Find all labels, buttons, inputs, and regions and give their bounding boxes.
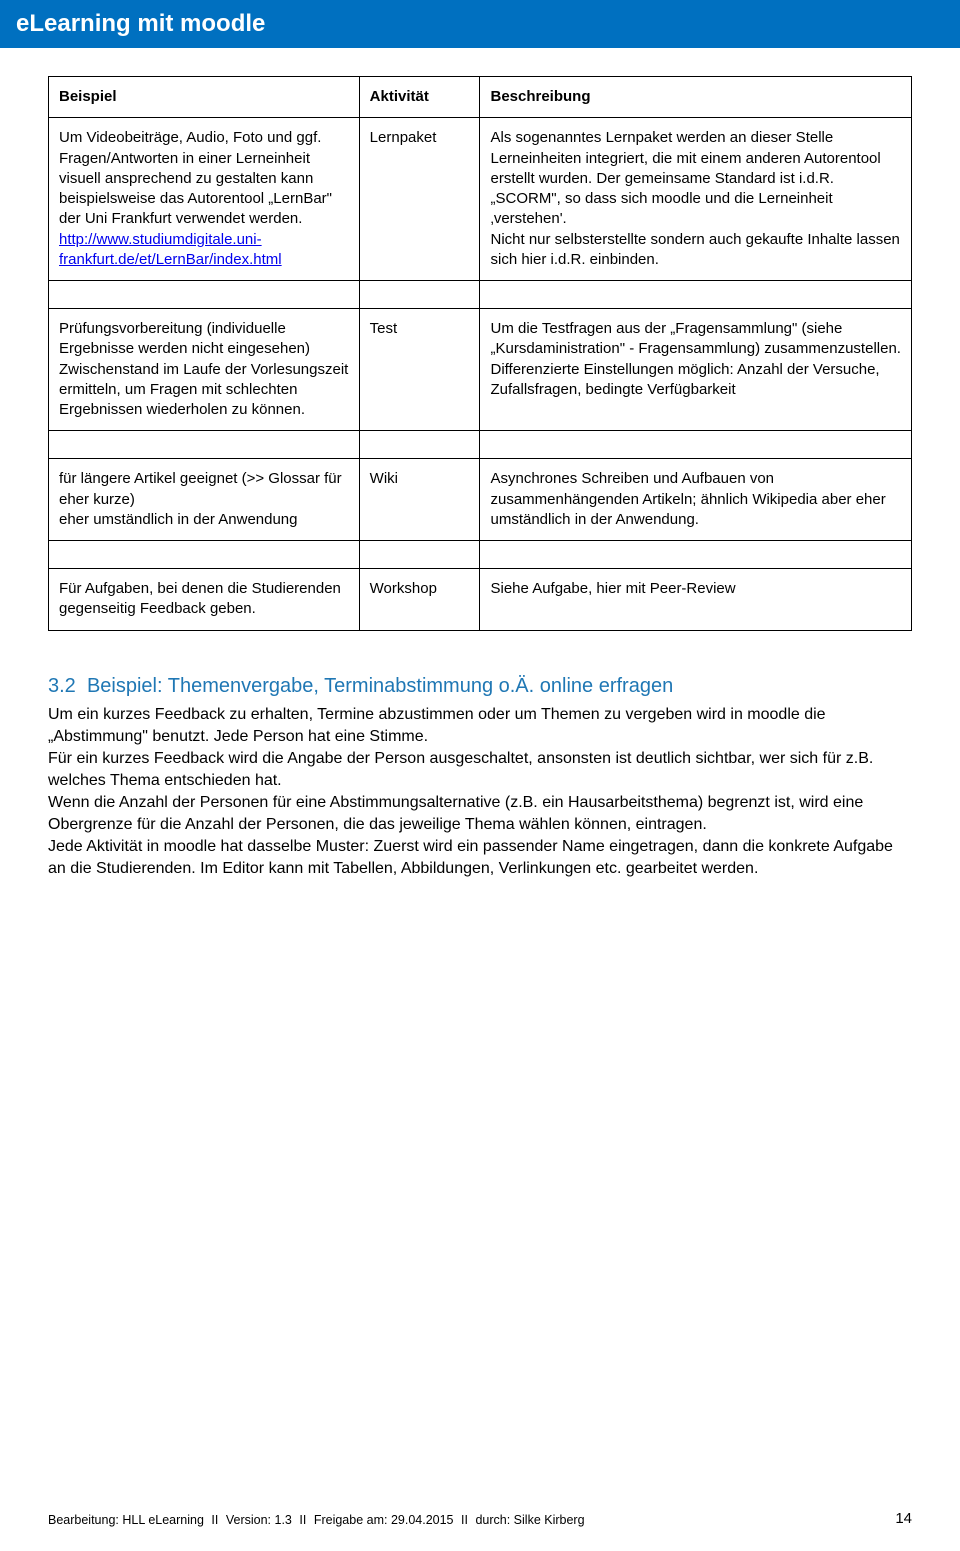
table-row: Um Videobeiträge, Audio, Foto und ggf. F… (49, 118, 912, 281)
footer-bearbeitung-label: Bearbeitung: (48, 1513, 119, 1527)
section-3-2-heading: 3.2 Beispiel: Themenvergabe, Terminabsti… (48, 675, 912, 698)
cell-aktivitaet: Wiki (359, 459, 480, 541)
cell-aktivitaet: Lernpaket (359, 118, 480, 281)
footer-freigabe-value: 29.04.2015 (391, 1513, 454, 1527)
cell-beispiel: Für Aufgaben, bei denen die Studierenden… (49, 569, 360, 631)
footer-durch-label: durch: (475, 1513, 510, 1527)
footer-separator: II (461, 1513, 468, 1527)
footer-separator: II (299, 1513, 306, 1527)
cell-beschreibung: Um die Testfragen aus der „Fragensammlun… (480, 309, 912, 431)
cell-beispiel: für längere Artikel geeignet (>> Glossar… (49, 459, 360, 541)
cell-beschreibung: Asynchrones Schreiben und Aufbauen von z… (480, 459, 912, 541)
table-spacer-row (49, 431, 912, 459)
footer-version-value: 1.3 (275, 1513, 292, 1527)
table-row: für längere Artikel geeignet (>> Glossar… (49, 459, 912, 541)
section-body: Um ein kurzes Feedback zu erhalten, Term… (48, 704, 912, 881)
footer-bearbeitung-value: HLL eLearning (122, 1513, 204, 1527)
table-row: Prüfungsvorbereitung (individuelle Ergeb… (49, 309, 912, 431)
header-aktivitaet: Aktivität (359, 77, 480, 118)
lernbar-link[interactable]: http://www.studiumdigitale.uni-frankfurt… (59, 231, 282, 268)
footer-freigabe-label: Freigabe am: (314, 1513, 388, 1527)
cell-beschreibung: Siehe Aufgabe, hier mit Peer-Review (480, 569, 912, 631)
cell-aktivitaet: Test (359, 309, 480, 431)
table-header-row: Beispiel Aktivität Beschreibung (49, 77, 912, 118)
header-beschreibung: Beschreibung (480, 77, 912, 118)
table-spacer-row (49, 281, 912, 309)
beispiel-text: Um Videobeiträge, Audio, Foto und ggf. F… (59, 129, 332, 227)
cell-beispiel: Um Videobeiträge, Audio, Foto und ggf. F… (49, 118, 360, 281)
footer-version-label: Version: (226, 1513, 271, 1527)
page-footer: Bearbeitung: HLL eLearning II Version: 1… (48, 1510, 912, 1527)
cell-beschreibung: Als sogenanntes Lernpaket werden an dies… (480, 118, 912, 281)
cell-beispiel: Prüfungsvorbereitung (individuelle Ergeb… (49, 309, 360, 431)
cell-aktivitaet: Workshop (359, 569, 480, 631)
table-row: Für Aufgaben, bei denen die Studierenden… (49, 569, 912, 631)
page-number: 14 (895, 1510, 912, 1527)
activities-table: Beispiel Aktivität Beschreibung Um Video… (48, 76, 912, 631)
banner-title: eLearning mit moodle (16, 10, 265, 37)
footer-durch-value: Silke Kirberg (514, 1513, 585, 1527)
header-beispiel: Beispiel (49, 77, 360, 118)
footer-separator: II (211, 1513, 218, 1527)
table-spacer-row (49, 541, 912, 569)
footer-meta: Bearbeitung: HLL eLearning II Version: 1… (48, 1513, 585, 1527)
section-title: Beispiel: Themenvergabe, Terminabstimmun… (87, 675, 673, 697)
section-number: 3.2 (48, 675, 76, 697)
page-banner: eLearning mit moodle (0, 0, 960, 48)
